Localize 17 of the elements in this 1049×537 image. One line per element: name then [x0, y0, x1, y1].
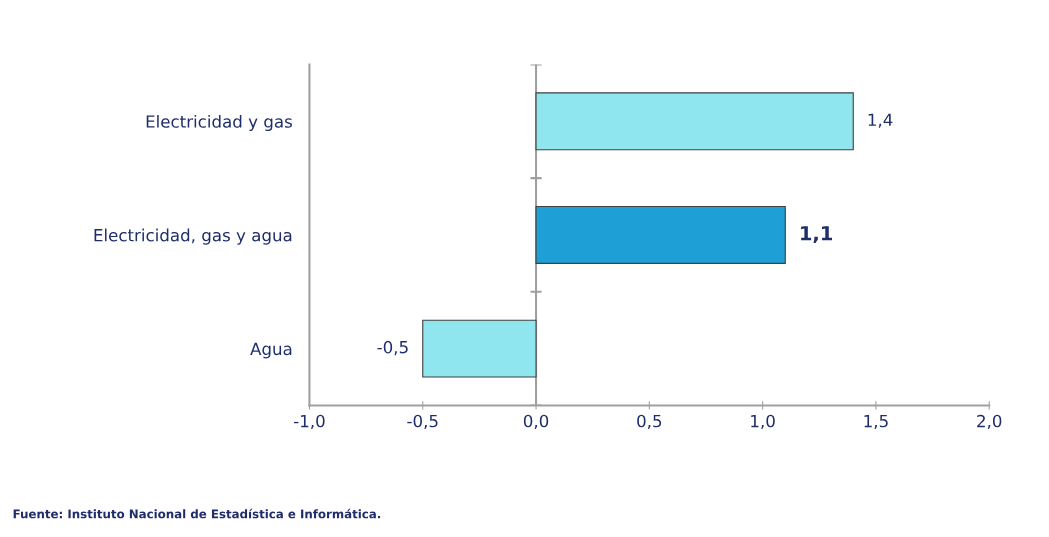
x-tick-label: 0,5 [637, 414, 662, 430]
x-tick-label: 0,0 [523, 414, 549, 430]
data-label: -0,5 [377, 340, 408, 356]
bar [422, 319, 537, 378]
data-label: 1,4 [868, 113, 893, 128]
y-tick-label: Electricidad, gas y agua [94, 228, 292, 245]
x-tick-label: 1,0 [751, 414, 775, 430]
data-label: 1,1 [801, 226, 832, 244]
x-tick-label: 2,0 [977, 414, 1002, 430]
y-tick-label: Agua [250, 342, 292, 359]
x-tick-label: -0,5 [407, 414, 438, 430]
source-note: Fuente: Instituto Nacional de Estadística e Informática. [13, 508, 381, 519]
x-tick-label: -1,0 [294, 414, 325, 430]
y-tick-label: Electricidad y gas [146, 114, 292, 132]
x-tick-label: 1,5 [864, 414, 888, 430]
bar [535, 92, 854, 151]
bar [535, 205, 786, 264]
